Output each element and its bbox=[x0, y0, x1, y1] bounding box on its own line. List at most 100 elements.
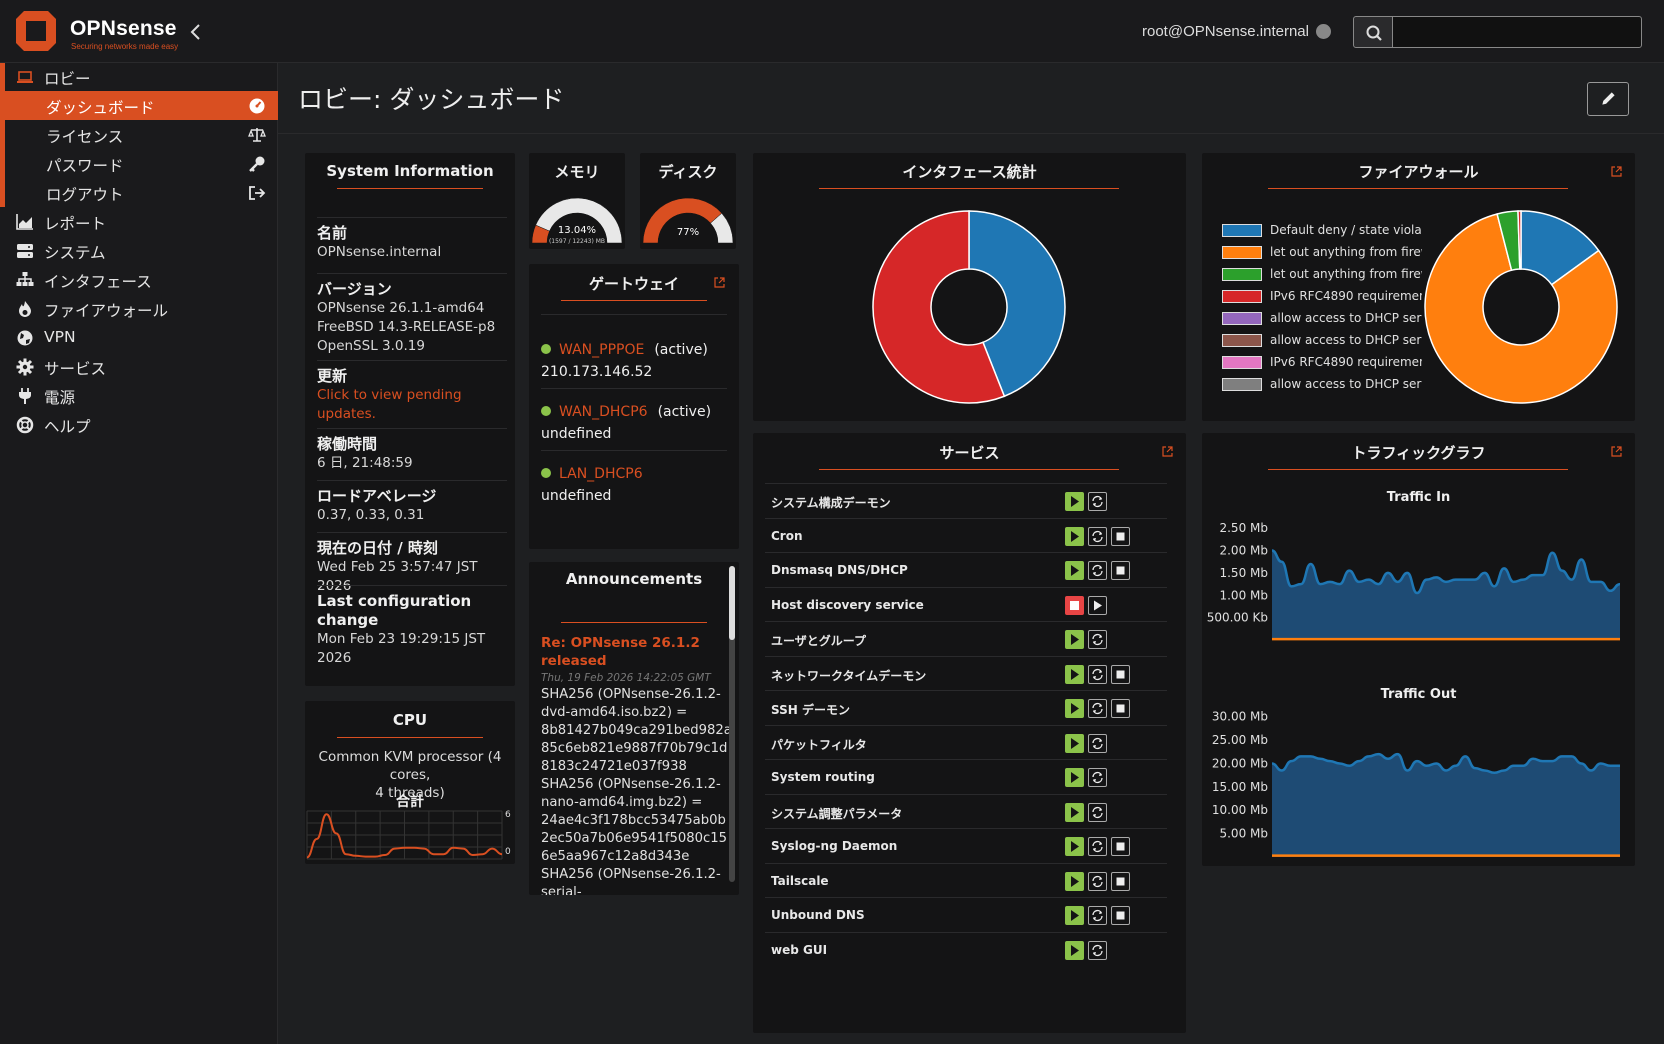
service-restart-button[interactable] bbox=[1088, 733, 1107, 753]
service-stopped-indicator[interactable] bbox=[1065, 595, 1084, 615]
legend-swatch bbox=[1222, 378, 1262, 391]
service-start-button[interactable] bbox=[1088, 595, 1107, 615]
balance-icon bbox=[248, 128, 266, 142]
announcement-post-link-cont[interactable]: released bbox=[541, 653, 607, 669]
play-icon bbox=[1071, 910, 1079, 921]
service-name: web GUI bbox=[771, 942, 828, 957]
service-restart-button[interactable] bbox=[1088, 837, 1107, 856]
service-row: Dnsmasq DNS/DHCP bbox=[765, 552, 1167, 588]
opnsense-logo[interactable]: OPNsense Securing networks made easy bbox=[12, 7, 192, 57]
service-restart-button[interactable] bbox=[1088, 802, 1107, 822]
sidebar-item-system[interactable]: システム bbox=[0, 236, 278, 265]
service-restart-button[interactable] bbox=[1088, 940, 1107, 960]
service-name: ユーザとグループ bbox=[771, 634, 867, 648]
external-link-icon[interactable] bbox=[714, 277, 725, 288]
gateway-name[interactable]: LAN_DHCP6 bbox=[559, 466, 643, 482]
gateway-item: WAN_DHCP6 (active) undefined bbox=[541, 401, 735, 442]
sidebar-item-vpn[interactable]: VPN bbox=[0, 323, 278, 352]
service-stop-button[interactable] bbox=[1111, 699, 1130, 718]
service-running-indicator[interactable] bbox=[1065, 940, 1084, 960]
service-restart-button[interactable] bbox=[1088, 871, 1107, 891]
service-running-indicator[interactable] bbox=[1065, 733, 1084, 753]
service-running-indicator[interactable] bbox=[1065, 664, 1084, 684]
service-running-indicator[interactable] bbox=[1065, 561, 1084, 580]
service-running-indicator[interactable] bbox=[1065, 871, 1084, 891]
sidebar-item-power[interactable]: 電源 bbox=[0, 381, 278, 410]
announcement-post-link[interactable]: Re: OPNsense 26.1.2 bbox=[541, 635, 700, 651]
sidebar-item-label: ログアウト bbox=[46, 186, 124, 204]
sidebar-item-label: ファイアウォール bbox=[44, 302, 169, 320]
interface-statistics-slice[interactable] bbox=[872, 210, 1006, 404]
play-icon bbox=[1071, 703, 1079, 714]
service-restart-button[interactable] bbox=[1088, 561, 1107, 580]
service-running-indicator[interactable] bbox=[1065, 768, 1084, 787]
sidebar-item-reports[interactable]: レポート bbox=[0, 207, 278, 236]
sidebar-item-logout[interactable]: ログアウト bbox=[4, 178, 278, 207]
plug-icon bbox=[19, 388, 31, 404]
service-restart-button[interactable] bbox=[1088, 526, 1107, 546]
play-icon bbox=[1071, 737, 1079, 749]
service-restart-button[interactable] bbox=[1088, 906, 1107, 925]
sidebar-item-dashboard[interactable]: ダッシュボード bbox=[4, 91, 278, 120]
firewall-slice[interactable] bbox=[1424, 213, 1618, 404]
service-running-indicator[interactable] bbox=[1065, 802, 1084, 822]
service-running-indicator[interactable] bbox=[1065, 526, 1084, 546]
gateway-name[interactable]: WAN_PPPOE bbox=[559, 342, 645, 358]
sysinfo-lastconfig-year: 2026 bbox=[317, 650, 352, 666]
gateway-name[interactable]: WAN_DHCP6 bbox=[559, 404, 648, 420]
firewall-slice[interactable] bbox=[1517, 210, 1522, 270]
search-input[interactable] bbox=[1392, 16, 1642, 48]
sidebar-item-interfaces[interactable]: インタフェース bbox=[0, 265, 278, 294]
stop-icon bbox=[1116, 842, 1125, 851]
service-running-indicator[interactable] bbox=[1065, 492, 1084, 511]
service-row: ユーザとグループ bbox=[765, 621, 1167, 657]
service-stop-button[interactable] bbox=[1111, 664, 1130, 684]
sidebar-item-license[interactable]: ライセンス bbox=[4, 120, 278, 149]
firewall-slice[interactable] bbox=[1520, 210, 1600, 286]
service-running-indicator[interactable] bbox=[1065, 699, 1084, 718]
service-stop-button[interactable] bbox=[1111, 561, 1130, 580]
current-user[interactable]: root@OPNsense.internal bbox=[1142, 23, 1309, 40]
external-link-icon[interactable] bbox=[1162, 446, 1173, 457]
service-row: System routing bbox=[765, 759, 1167, 795]
interface-statistics-slice[interactable] bbox=[968, 210, 1066, 398]
service-restart-button[interactable] bbox=[1088, 630, 1107, 649]
service-restart-button[interactable] bbox=[1088, 664, 1107, 684]
y-tick-label: 1.50 Mb bbox=[1219, 566, 1268, 580]
service-stop-button[interactable] bbox=[1111, 871, 1130, 891]
service-running-indicator[interactable] bbox=[1065, 837, 1084, 856]
traffic-in-title: Traffic In bbox=[1386, 490, 1451, 505]
pending-updates-link[interactable]: Click to view pending bbox=[317, 387, 462, 403]
service-restart-button[interactable] bbox=[1088, 768, 1107, 787]
service-stop-button[interactable] bbox=[1111, 906, 1130, 925]
restart-icon bbox=[1092, 633, 1103, 646]
dashboard-icon bbox=[249, 98, 265, 114]
external-link-icon[interactable] bbox=[1611, 166, 1622, 177]
service-running-indicator[interactable] bbox=[1065, 630, 1084, 649]
restart-icon bbox=[1092, 668, 1103, 680]
external-link-icon[interactable] bbox=[1611, 446, 1622, 457]
sidebar-item-help[interactable]: ヘルプ bbox=[0, 410, 278, 439]
sidebar-item-lobby[interactable]: ロビー bbox=[0, 62, 278, 91]
y-tick-label: 15.00 Mb bbox=[1212, 780, 1268, 794]
service-running-indicator[interactable] bbox=[1065, 906, 1084, 925]
restart-icon bbox=[1092, 495, 1103, 508]
announcement-scrollbar[interactable] bbox=[729, 566, 735, 882]
search-button[interactable] bbox=[1353, 16, 1393, 48]
service-restart-button[interactable] bbox=[1088, 492, 1107, 511]
stop-icon bbox=[1116, 877, 1125, 885]
sidebar-item-password[interactable]: パスワード bbox=[4, 149, 278, 178]
sidebar-item-services[interactable]: サービス bbox=[0, 352, 278, 381]
sidebar-item-firewall[interactable]: ファイアウォール bbox=[0, 294, 278, 323]
traffic-series-line bbox=[1271, 752, 1620, 775]
service-controls bbox=[1065, 733, 1111, 754]
service-row: パケットフィルタ bbox=[765, 724, 1167, 761]
scrollbar-thumb[interactable] bbox=[729, 566, 735, 640]
service-stop-button[interactable] bbox=[1111, 837, 1130, 856]
edit-dashboard-button[interactable] bbox=[1587, 82, 1629, 116]
pending-updates-link-cont[interactable]: updates. bbox=[317, 406, 376, 422]
service-restart-button[interactable] bbox=[1088, 699, 1107, 718]
sysinfo-load-value: 0.37, 0.33, 0.31 bbox=[317, 507, 425, 523]
collapse-sidebar-icon[interactable] bbox=[188, 22, 204, 42]
service-stop-button[interactable] bbox=[1111, 526, 1130, 546]
